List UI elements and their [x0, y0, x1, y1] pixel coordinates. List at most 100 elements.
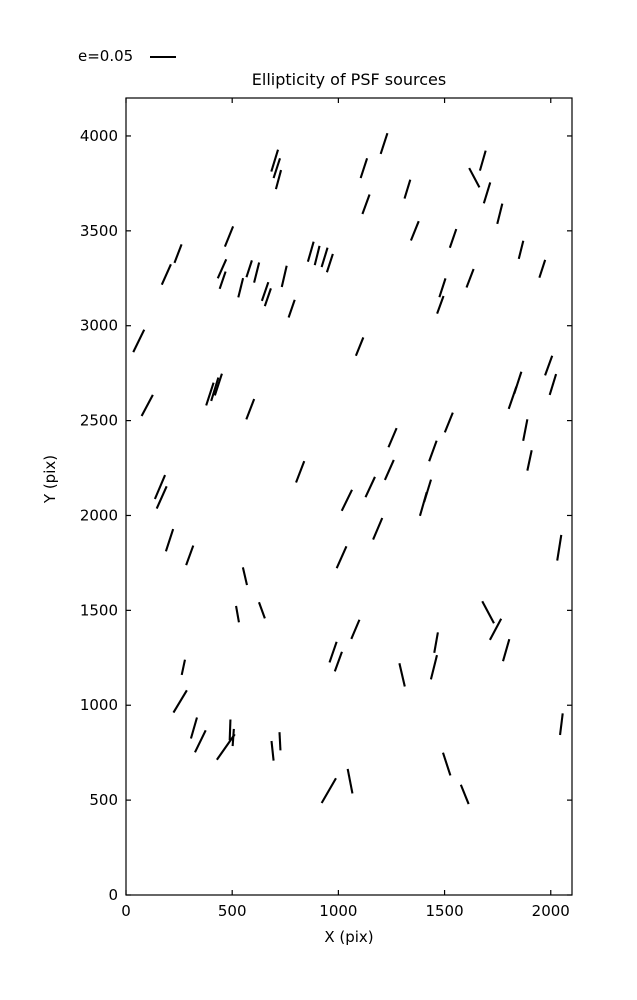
- psf-whisker: [172, 689, 188, 714]
- psf-whisker: [218, 271, 227, 290]
- psf-whisker: [513, 371, 523, 394]
- psf-whisker: [468, 167, 481, 188]
- psf-whisker: [442, 752, 452, 776]
- psf-whisker: [325, 253, 334, 273]
- psf-whisker: [433, 632, 439, 654]
- legend-label: e=0.05: [78, 47, 134, 65]
- psf-whisker: [496, 203, 504, 225]
- y-tick-label: 0: [108, 886, 118, 904]
- psf-whisker: [423, 479, 433, 503]
- y-tick-label: 500: [89, 791, 118, 809]
- psf-whisker: [459, 784, 470, 805]
- psf-whisker: [185, 545, 195, 566]
- psf-whisker: [548, 373, 558, 396]
- psf-whisker: [526, 450, 533, 471]
- psf-whisker: [241, 567, 249, 586]
- psf-whisker: [361, 194, 371, 215]
- psf-whisker: [340, 489, 353, 512]
- psf-whisker: [383, 459, 395, 481]
- y-tick-label: 1000: [80, 696, 118, 714]
- psf-whisker: [155, 485, 168, 510]
- psf-whisker: [448, 228, 458, 249]
- psf-whisker: [140, 394, 154, 417]
- psf-whisker: [354, 337, 365, 357]
- psf-whisker: [544, 355, 554, 376]
- psf-whisker: [263, 288, 272, 307]
- whisker-layer: [132, 132, 564, 805]
- page-title: Ellipticity of PSF sources: [251, 70, 447, 89]
- psf-whisker: [306, 241, 315, 262]
- psf-whisker: [213, 373, 223, 396]
- psf-whisker: [258, 601, 266, 619]
- psf-whisker: [489, 618, 503, 641]
- psf-whisker: [245, 398, 256, 420]
- psf-whisker: [436, 295, 445, 314]
- psf-whisker: [216, 733, 236, 761]
- psf-whisker: [320, 777, 337, 804]
- psf-whisker: [335, 545, 348, 569]
- psf-whisker: [223, 226, 235, 248]
- psf-whisker: [438, 278, 447, 298]
- psf-whisker: [517, 240, 525, 260]
- psf-whisker: [443, 412, 454, 433]
- psf-whisker: [295, 460, 306, 483]
- psf-whisker: [559, 713, 564, 736]
- psf-whisker: [270, 149, 280, 172]
- psf-whisker: [429, 654, 438, 680]
- psf-whisker: [502, 638, 511, 662]
- ellipticity-scale-bar-icon: [150, 56, 176, 59]
- psf-whisker: [272, 157, 281, 179]
- psf-whisker: [164, 528, 175, 552]
- psf-whisker: [153, 474, 167, 500]
- psf-whisker: [180, 659, 186, 676]
- psf-whisker: [350, 619, 361, 640]
- psf-whisker: [428, 440, 438, 462]
- psf-whisker: [481, 600, 495, 624]
- psf-whisker: [398, 662, 406, 687]
- psf-whisker: [280, 265, 288, 288]
- y-tick-label: 1500: [80, 601, 118, 619]
- y-tick-label: 3000: [80, 317, 118, 335]
- y-tick-label: 2500: [80, 412, 118, 430]
- psf-whisker: [379, 132, 389, 155]
- x-tick-label: 0: [121, 902, 131, 920]
- x-tick-label: 500: [218, 902, 247, 920]
- y-tick-label: 3500: [80, 222, 118, 240]
- psf-whisker: [205, 382, 215, 406]
- psf-whisker: [556, 534, 563, 561]
- psf-whisker: [403, 179, 412, 199]
- psf-whisker: [245, 260, 253, 278]
- psf-whisker: [194, 729, 207, 753]
- psf-whisker: [210, 377, 220, 402]
- psf-whisker: [287, 299, 296, 318]
- psf-whisker: [237, 277, 245, 298]
- psf-whisker: [228, 719, 232, 741]
- psf-whisker: [372, 517, 384, 540]
- y-axis-label: Y (pix): [41, 454, 59, 504]
- psf-whisker: [160, 263, 172, 286]
- axis-ticks: [125, 98, 572, 896]
- psf-whisker: [387, 427, 398, 448]
- x-tick-label: 2000: [532, 902, 570, 920]
- psf-whisker: [132, 329, 146, 353]
- psf-whisker: [278, 732, 282, 751]
- psf-whisker: [364, 476, 376, 498]
- psf-whisker: [313, 245, 321, 266]
- psf-whisker: [538, 259, 547, 279]
- psf-whisker: [320, 247, 329, 268]
- psf-whisker: [328, 641, 338, 663]
- psf-whisker: [409, 220, 420, 241]
- psf-whisker: [522, 419, 529, 442]
- x-axis-label: X (pix): [324, 928, 374, 946]
- psf-whisker: [173, 244, 183, 264]
- axis-tick-labels: 0 500 1000 1500 2000 0 500 1000 1500 2000 2500 3000…: [80, 127, 570, 920]
- psf-whisker: [235, 605, 240, 623]
- x-tick-label: 1500: [425, 902, 463, 920]
- psf-whisker: [231, 728, 235, 747]
- x-tick-label: 1000: [319, 902, 357, 920]
- psf-whisker: [189, 717, 198, 739]
- psf-whisker: [253, 262, 261, 283]
- psf-whisker: [260, 281, 270, 302]
- psf-whisker: [333, 651, 343, 672]
